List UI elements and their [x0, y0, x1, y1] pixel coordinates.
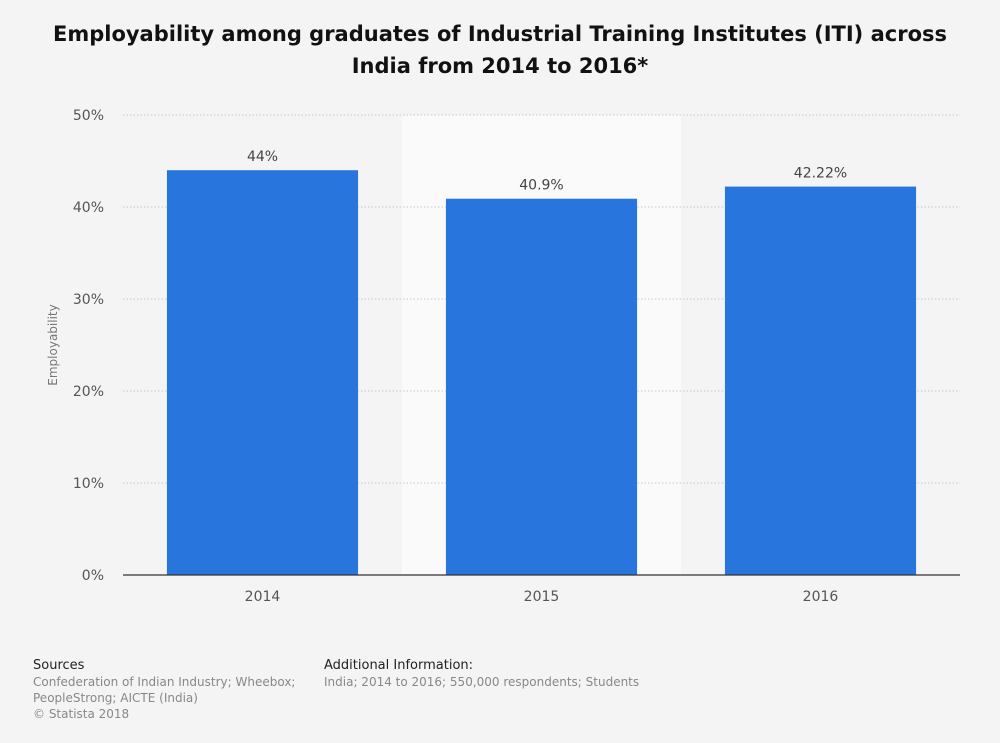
y-tick-label: 40%: [73, 200, 104, 216]
additional-info-heading: Additional Information:: [324, 658, 474, 673]
y-axis-title: Employability: [46, 304, 60, 385]
bar: [724, 186, 917, 576]
sources-heading: Sources: [33, 658, 85, 673]
y-tick-label: 50%: [73, 108, 104, 124]
additional-info-line: India; 2014 to 2016; 550,000 respondents…: [324, 675, 640, 689]
y-tick-label: 10%: [73, 476, 104, 492]
y-tick-label: 20%: [73, 384, 104, 400]
bar: [166, 170, 359, 575]
y-tick-label: 30%: [73, 292, 104, 308]
footer-additional-info: Additional Information: India; 2014 to 2…: [324, 657, 724, 690]
x-tick-label: 2014: [245, 589, 281, 605]
y-tick-label: 0%: [82, 568, 104, 584]
x-tick-label: 2016: [803, 589, 839, 605]
data-label: 40.9%: [519, 178, 563, 194]
copyright-line: © Statista 2018: [33, 707, 130, 721]
footer-sources: Sources Confederation of Indian Industry…: [33, 657, 303, 722]
data-label: 42.22%: [794, 166, 847, 182]
x-tick-label: 2015: [524, 589, 560, 605]
bar: [445, 198, 638, 575]
data-label: 44%: [247, 149, 278, 165]
sources-line: Confederation of Indian Industry; Wheebo…: [33, 675, 296, 689]
sources-line: PeopleStrong; AICTE (India): [33, 691, 198, 705]
chart-title: Employability among graduates of Industr…: [52, 22, 947, 78]
